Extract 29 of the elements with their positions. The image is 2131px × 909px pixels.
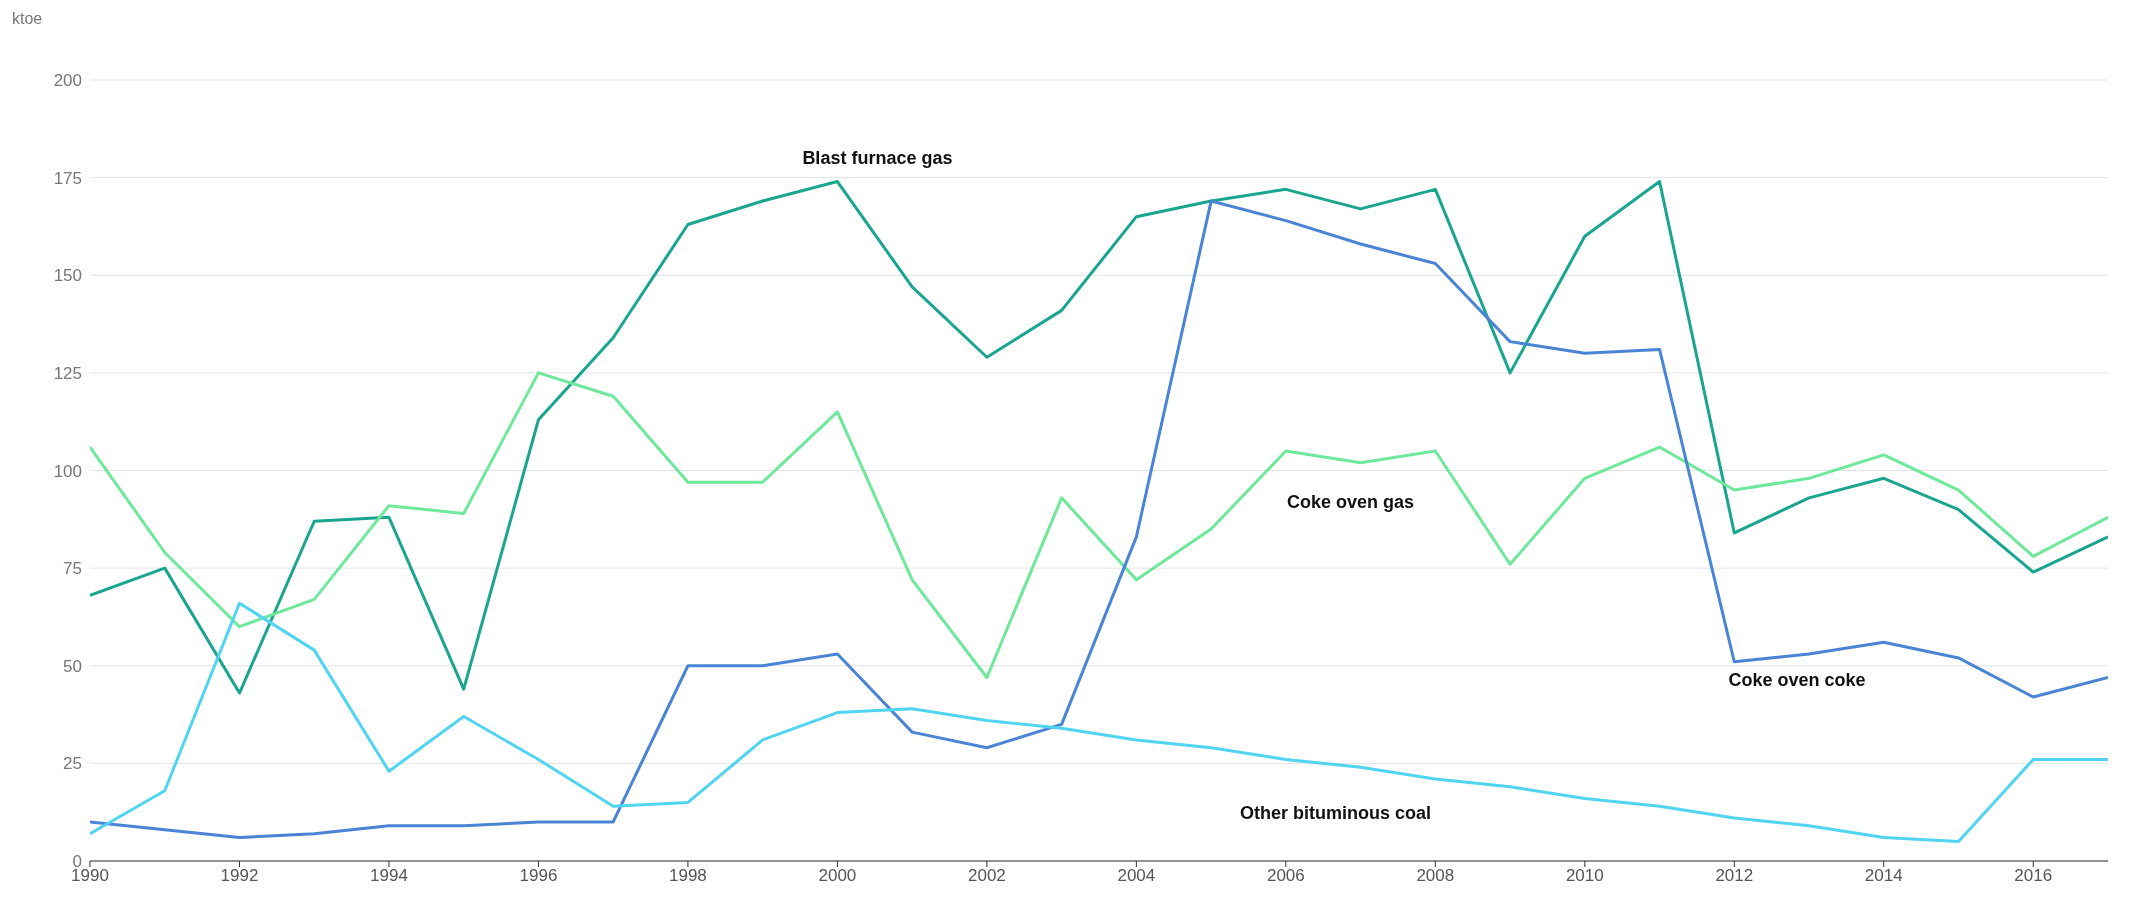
x-tick-label: 2016 [2014, 866, 2053, 886]
x-tick-label: 1994 [370, 866, 408, 886]
y-tick-label: 75 [63, 559, 82, 579]
y-tick-label: 100 [53, 461, 82, 481]
x-tick-label: 2012 [1715, 866, 1754, 886]
line-series [90, 199, 2108, 840]
y-tick-label: 125 [53, 363, 82, 383]
x-tick-label: 2008 [1416, 866, 1455, 886]
x-tick-label: 1992 [220, 866, 259, 886]
x-tick-label: 2000 [818, 866, 857, 886]
y-axis-title: ktoe [12, 10, 43, 27]
y-tick-label: 200 [53, 71, 82, 91]
line-series [90, 180, 2108, 695]
series-label: Other bituminous coal [1240, 803, 1432, 824]
y-tick-label: 150 [53, 266, 82, 286]
x-tick-label: 1996 [519, 866, 558, 886]
series-label: Coke oven coke [1728, 670, 1866, 691]
y-tick-label: 50 [63, 656, 82, 676]
x-tick-label: 2002 [967, 866, 1006, 886]
series-label: Blast furnace gas [802, 147, 953, 168]
y-tick-label: 175 [53, 168, 82, 188]
x-tick-label: 2006 [1266, 866, 1305, 886]
line-series [90, 601, 2108, 843]
x-tick-label: 2010 [1565, 866, 1604, 886]
x-tick-label: 2014 [1864, 866, 1903, 886]
x-tick-label: 1998 [669, 866, 707, 886]
x-tick-label: 2004 [1117, 866, 1156, 886]
y-tick-label: 25 [63, 754, 82, 774]
series-label: Coke oven gas [1287, 491, 1415, 512]
